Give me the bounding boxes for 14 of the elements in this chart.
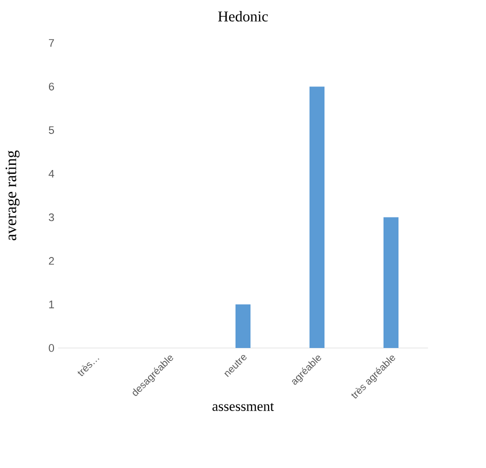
x-axis-title: assessment — [212, 402, 274, 411]
y-tick-label: 5 — [48, 126, 54, 134]
y-axis-title: average rating — [6, 150, 20, 240]
y-tick-label: 7 — [48, 39, 54, 47]
y-tick-label: 6 — [48, 82, 54, 90]
bar — [236, 304, 250, 348]
y-tick-label: 0 — [48, 344, 54, 352]
y-tick-label: 3 — [48, 213, 54, 222]
bar — [384, 217, 398, 348]
bar — [310, 86, 324, 348]
y-tick-label: 1 — [49, 300, 54, 308]
y-tick-label: 4 — [48, 170, 54, 178]
chart-title: Hedonic — [218, 10, 268, 22]
y-tick-label: 2 — [48, 257, 54, 265]
